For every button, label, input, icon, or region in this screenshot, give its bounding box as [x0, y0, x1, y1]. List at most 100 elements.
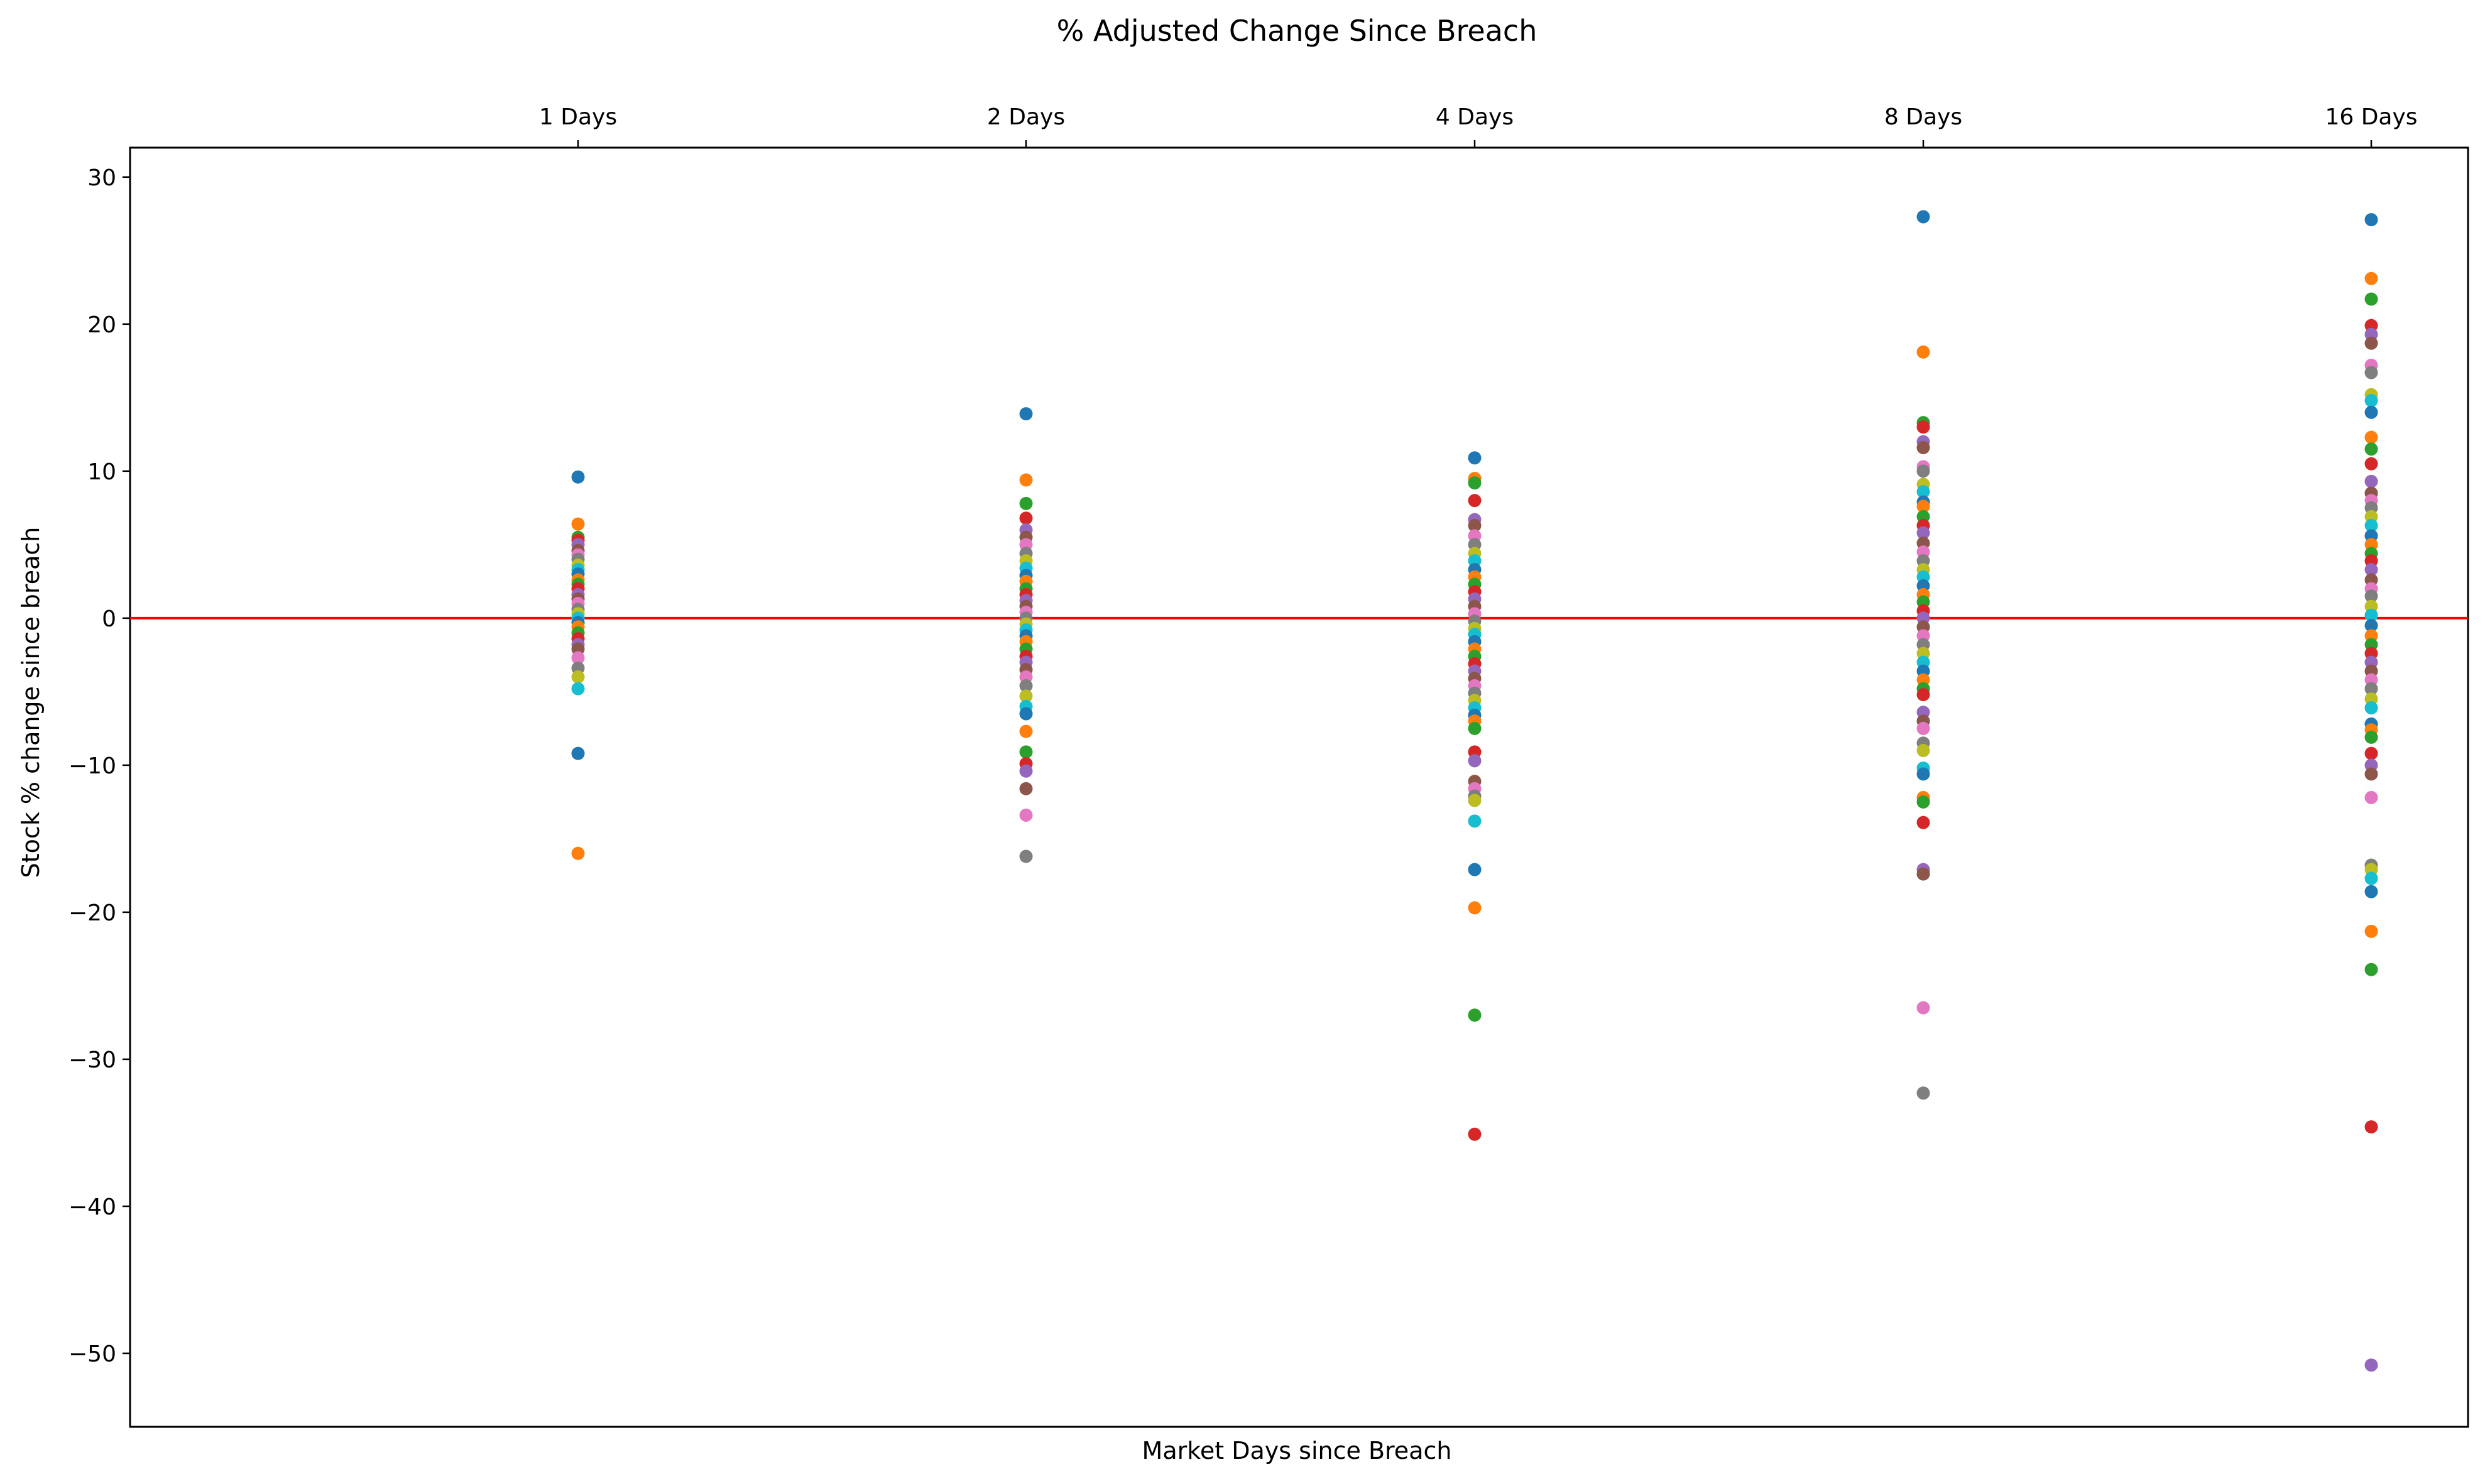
y-tick-label: 10 — [87, 459, 116, 485]
scatter-point — [1019, 473, 1033, 487]
y-tick-label: 0 — [102, 606, 116, 632]
scatter-point — [1916, 816, 1930, 829]
chart-title: % Adjusted Change Since Breach — [1057, 14, 1537, 48]
y-tick-label: 20 — [87, 312, 116, 338]
scatter-point — [1468, 494, 1482, 508]
scatter-point — [1916, 464, 1930, 478]
y-tick-label: −20 — [68, 900, 116, 926]
y-tick-label: −30 — [68, 1047, 116, 1073]
scatter-point — [1019, 407, 1033, 421]
plot-frame — [129, 146, 2469, 1428]
scatter-point — [2364, 1358, 2378, 1372]
x-tick-label: 2 Days — [987, 104, 1065, 130]
scatter-point — [2364, 442, 2378, 456]
y-axis: 30 20 10 0 −10 −20 −30 −40 −50 — [68, 165, 130, 1367]
scatter-point — [1019, 745, 1033, 759]
y-tick-label: −40 — [68, 1194, 116, 1220]
scatter-point — [1019, 707, 1033, 721]
scatter-point — [2364, 963, 2378, 976]
scatter-point — [1019, 849, 1033, 863]
scatter-point — [2364, 790, 2378, 804]
x-tick-label: 8 Days — [1884, 104, 1962, 130]
y-axis-label: Stock % change since breach — [17, 527, 45, 878]
scatter-point — [2364, 1120, 2378, 1134]
scatter-point — [1468, 754, 1482, 768]
scatter-point — [2364, 619, 2378, 633]
scatter-point — [2364, 746, 2378, 760]
scatter-point — [1916, 1086, 1930, 1100]
scatter-point — [1019, 511, 1033, 525]
scatter-point — [571, 470, 585, 484]
scatter-point — [2364, 885, 2378, 898]
scatter-point — [2364, 682, 2378, 696]
y-tick-label: −50 — [68, 1341, 116, 1367]
scatter-point — [1019, 496, 1033, 510]
scatter-point — [571, 846, 585, 860]
scatter-point — [2364, 292, 2378, 306]
scatter-point — [1468, 1008, 1482, 1022]
scatter-point — [2364, 430, 2378, 444]
scatter-point — [571, 670, 585, 684]
scatter-point — [1468, 814, 1482, 828]
scatter-point — [2364, 871, 2378, 885]
scatter-point — [1916, 743, 1930, 757]
scatter-point — [1468, 518, 1482, 532]
scatter-point — [2364, 701, 2378, 715]
scatter-point — [571, 682, 585, 696]
scatter-point — [2364, 213, 2378, 227]
scatter-point — [2364, 366, 2378, 379]
scatter-point — [1019, 679, 1033, 693]
scatter-point — [2364, 608, 2378, 622]
scatter-point — [1916, 526, 1930, 540]
x-axis-top: 1 Days 2 Days 4 Days 8 Days 16 Days — [539, 104, 2418, 148]
scatter-point — [1916, 420, 1930, 434]
scatter-point — [2364, 405, 2378, 419]
y-tick-label: 30 — [87, 165, 116, 191]
scatter-point — [1916, 345, 1930, 359]
scatter-point — [1916, 795, 1930, 809]
scatter-point — [1468, 451, 1482, 465]
scatter-point — [2364, 518, 2378, 532]
scatter-point — [2364, 924, 2378, 938]
scatter-point — [2364, 474, 2378, 488]
scatter-point — [571, 517, 585, 531]
scatter-point — [1916, 867, 1930, 881]
scatter-point — [1468, 901, 1482, 915]
x-tick-label: 4 Days — [1436, 104, 1514, 130]
scatter-point — [1916, 1001, 1930, 1015]
scatter-point — [1916, 767, 1930, 781]
scatter-point — [1916, 721, 1930, 735]
scatter-point — [1916, 688, 1930, 702]
scatter-point — [1468, 794, 1482, 807]
scatter-point — [1019, 724, 1033, 738]
scatter-point — [1468, 721, 1482, 735]
scatter-point — [1468, 1127, 1482, 1141]
scatter-point — [2364, 730, 2378, 744]
scatter-point — [2364, 457, 2378, 471]
scatter-point — [1468, 476, 1482, 490]
y-tick-label: −10 — [68, 753, 116, 779]
scatter-point — [1019, 808, 1033, 822]
scatter-point — [2364, 767, 2378, 781]
x-tick-label: 16 Days — [2325, 104, 2417, 130]
x-axis-label: Market Days since Breach — [1142, 1437, 1452, 1465]
scatter-point — [1019, 689, 1033, 703]
plot-area — [129, 146, 2469, 1428]
points-layer — [571, 210, 2378, 1372]
scatter-point — [1916, 440, 1930, 454]
x-tick-label: 1 Days — [539, 104, 617, 130]
scatter-point — [1019, 782, 1033, 795]
scatter-point — [1916, 499, 1930, 513]
scatter-point — [1916, 210, 1930, 224]
scatter-point — [571, 746, 585, 760]
scatter-point — [1019, 764, 1033, 778]
scatter-point — [1468, 863, 1482, 876]
scatter-point — [2364, 271, 2378, 285]
scatter-point — [571, 651, 585, 665]
scatter-point — [2364, 336, 2378, 350]
scatter-point — [1916, 485, 1930, 499]
scatter-point — [2364, 589, 2378, 603]
scatter-point — [2364, 563, 2378, 577]
